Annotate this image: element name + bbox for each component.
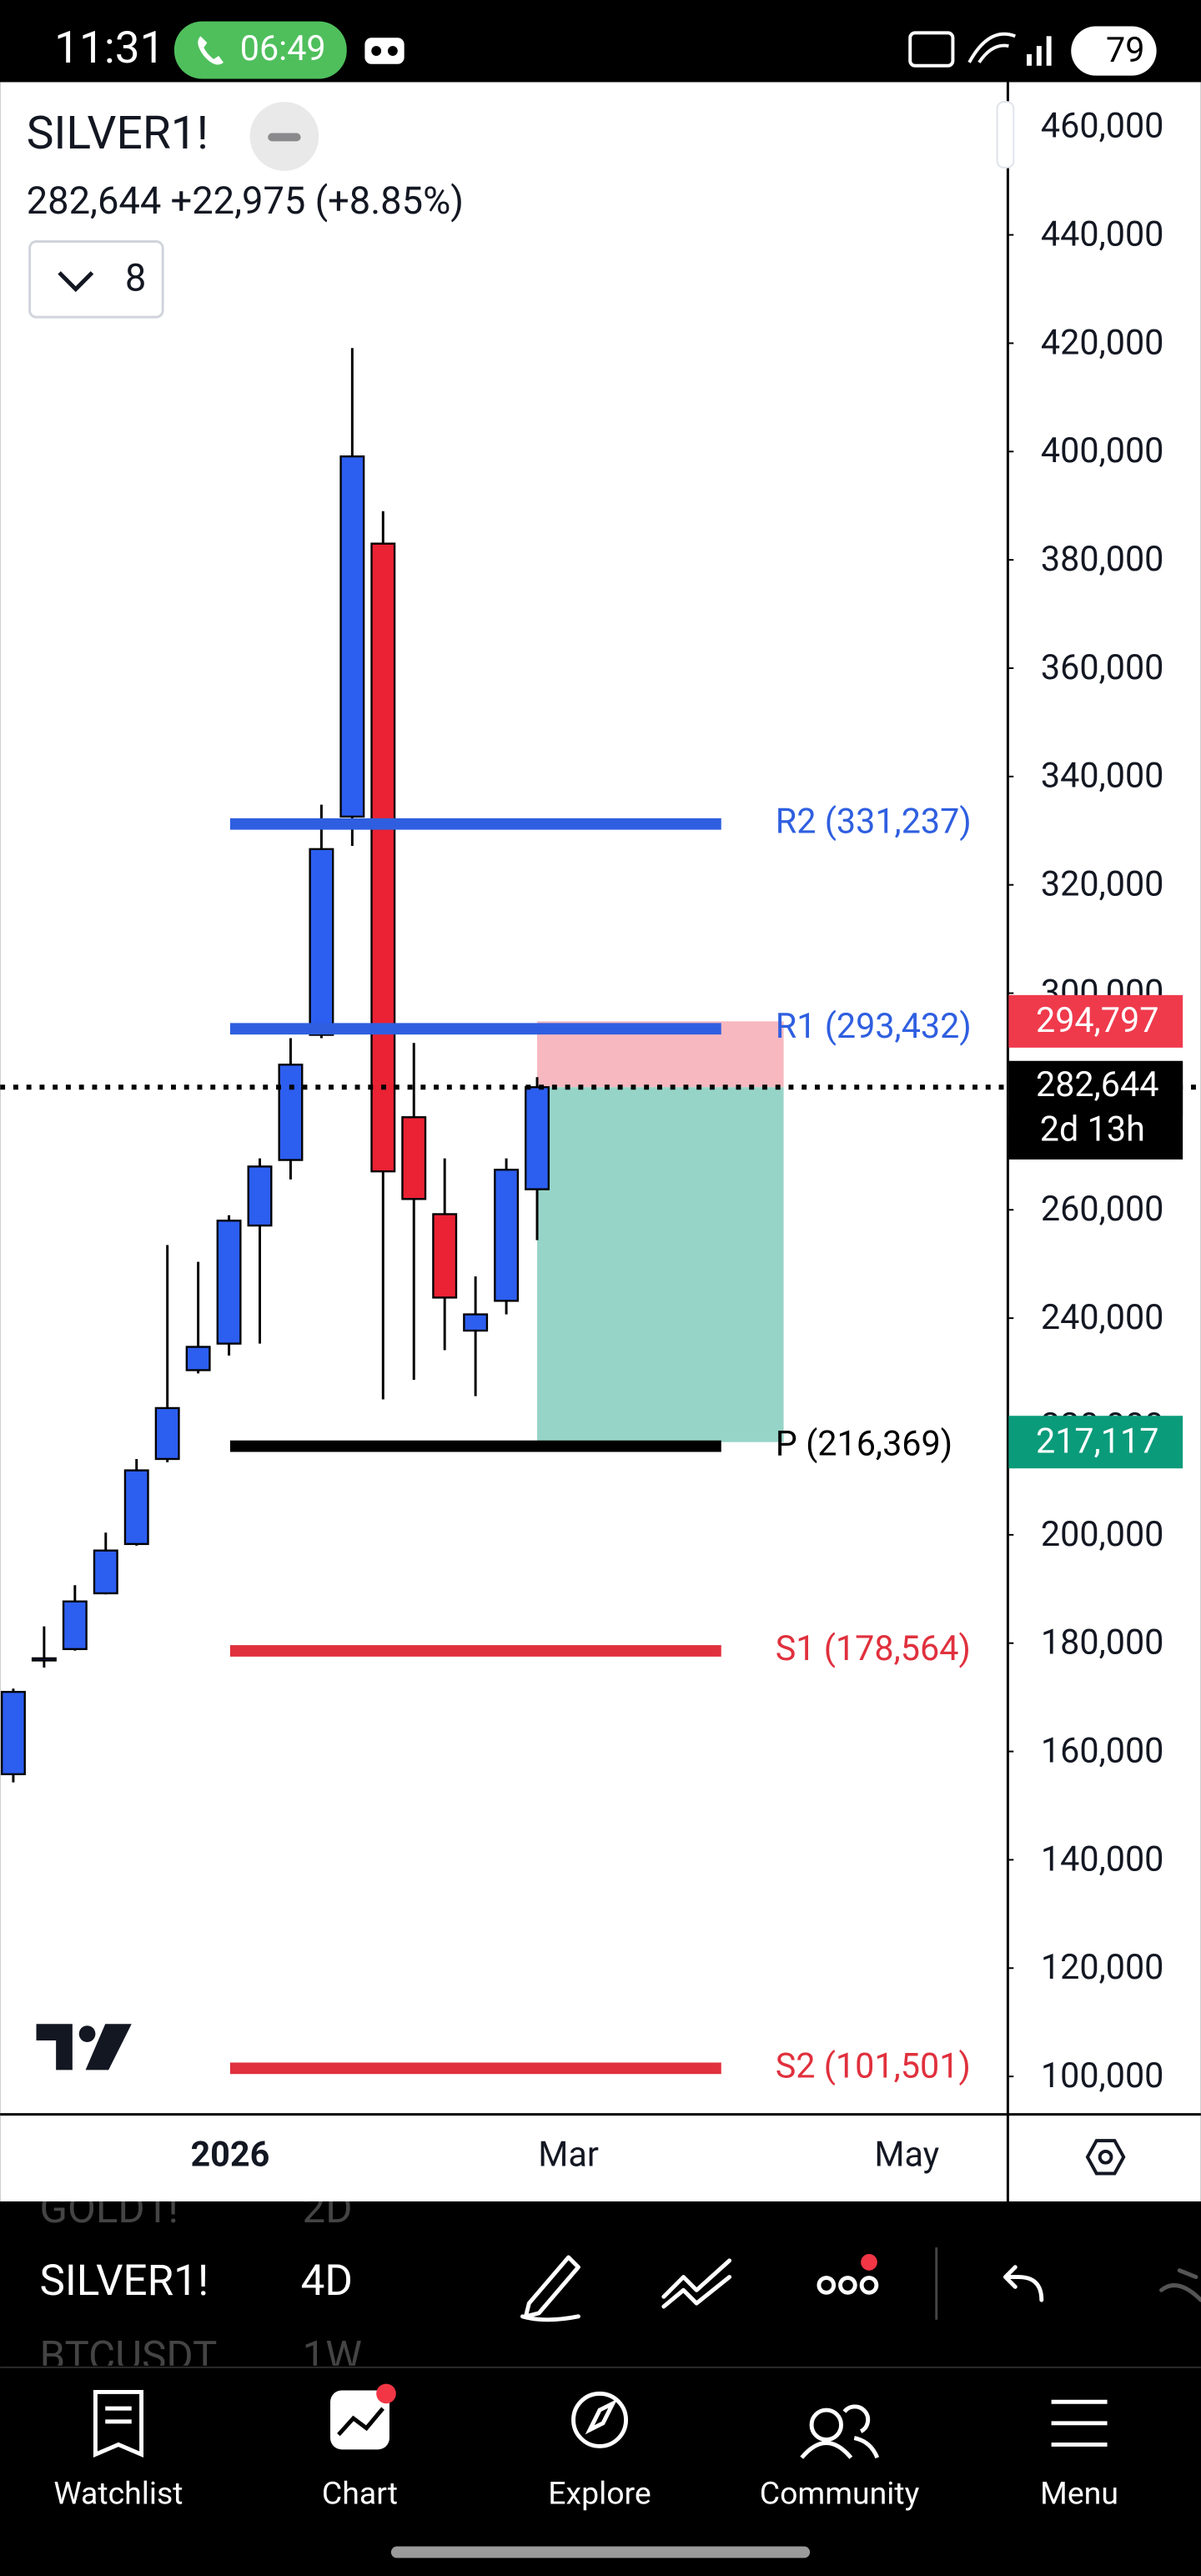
candle-body xyxy=(432,1213,458,1299)
y-tick-label: 200,000 xyxy=(1041,1515,1164,1555)
candle-body xyxy=(247,1165,273,1227)
battery xyxy=(1071,26,1157,76)
target-label-bg xyxy=(1008,1416,1183,1469)
strip-interval: 1W xyxy=(303,2332,362,2381)
last-price-label: 282,644 xyxy=(1036,1065,1159,1105)
candle-body xyxy=(494,1169,520,1302)
stop-label: 294,797 xyxy=(1036,1001,1159,1041)
chevron xyxy=(58,271,94,293)
call-timer: 06:49 xyxy=(240,29,326,69)
menu-icon[interactable] xyxy=(1051,2399,1108,2447)
explore-icon[interactable] xyxy=(571,2391,628,2448)
minus-icon xyxy=(268,133,301,142)
price-axis: 460,000 440,000 420,000 400,000 380,000 360,0… xyxy=(1007,107,1201,2096)
nav-label[interactable]: Community xyxy=(760,2475,920,2512)
more-tools[interactable] xyxy=(817,2276,879,2295)
pivot-label: R2 (331,237) xyxy=(776,802,972,843)
redo[interactable] xyxy=(1159,2268,1201,2302)
indicator-toggle[interactable] xyxy=(28,240,164,319)
candle-body xyxy=(278,1064,304,1161)
settings-dot xyxy=(1098,2149,1113,2165)
candle-body xyxy=(216,1220,242,1345)
battery-level: 79 xyxy=(1106,31,1144,71)
y-tick-label: 140,000 xyxy=(1041,1839,1164,1879)
edge-tab xyxy=(996,101,1015,169)
pivot-label: R1 (293,432) xyxy=(776,1007,972,1047)
y-tick-label: 400,000 xyxy=(1041,431,1164,471)
candle-body xyxy=(401,1116,427,1200)
strip-symbol[interactable]: SILVER1! xyxy=(39,2255,209,2306)
pivot-label: S2 (101,501) xyxy=(776,2046,971,2086)
candle-body xyxy=(525,1086,550,1190)
chart-icon[interactable] xyxy=(330,2390,389,2450)
y-tick-label: 260,000 xyxy=(1041,1190,1164,1230)
target-label: 217,117 xyxy=(1036,1422,1159,1462)
watchlist-strip: GOLD1! 2D SILVER1! 4D BTCUSDT 1W xyxy=(39,2185,362,2381)
candle-body xyxy=(123,1469,149,1546)
stop-label-bg xyxy=(1008,994,1183,1048)
chart-icon-line xyxy=(337,2407,384,2437)
time-label: Mar xyxy=(538,2136,599,2176)
y-tick-label: 100,000 xyxy=(1041,2056,1164,2096)
strip-interval: 2D xyxy=(303,2185,353,2233)
last-price-bg xyxy=(1008,1060,1183,1160)
badge xyxy=(861,2254,877,2271)
status-icons xyxy=(908,31,1052,68)
plot: R2 (331,237) R1 (293,432) P (216,369) S1 (1… xyxy=(0,348,1008,2086)
pivot-label: P (216,369) xyxy=(776,1425,952,1465)
strip-symbol[interactable]: BTCUSDT xyxy=(39,2332,217,2381)
candle-body xyxy=(93,1549,118,1595)
watchlist-icon[interactable] xyxy=(93,2389,144,2458)
y-tick-label: 360,000 xyxy=(1041,648,1164,688)
y-tick-label: 320,000 xyxy=(1041,865,1164,905)
y-tick-label: 180,000 xyxy=(1041,1623,1164,1663)
logo xyxy=(36,2024,132,2070)
strip-interval: 4D xyxy=(301,2255,353,2306)
y-tick-label: 240,000 xyxy=(1041,1298,1164,1338)
nav-label[interactable]: Menu xyxy=(1040,2475,1118,2512)
candle-body xyxy=(463,1313,489,1332)
draw-tool[interactable] xyxy=(520,2255,580,2322)
undo[interactable] xyxy=(1003,2265,1044,2302)
nav-bar xyxy=(0,2365,1201,2576)
strip-symbol[interactable]: GOLD1! xyxy=(39,2185,178,2233)
home-indicator xyxy=(390,2546,811,2558)
toolbar xyxy=(0,2201,1201,2366)
candle-body xyxy=(0,1690,26,1776)
y-tick-label: 420,000 xyxy=(1041,323,1164,363)
trendline-tool[interactable] xyxy=(661,2258,732,2309)
nav-label[interactable]: Explore xyxy=(548,2475,651,2512)
y-tick-label: 380,000 xyxy=(1041,540,1164,580)
time-label: 2026 xyxy=(190,2136,269,2176)
symbol[interactable]: SILVER1! xyxy=(27,107,209,160)
target-zone xyxy=(537,1087,784,1442)
y-tick-label: 460,000 xyxy=(1041,107,1164,147)
phone-icon xyxy=(198,36,224,65)
pivot-label: S1 (178,564) xyxy=(776,1629,971,1669)
nav-label[interactable]: Chart xyxy=(322,2475,398,2512)
indicator-count: 8 xyxy=(125,257,146,301)
candle-body xyxy=(31,1657,57,1662)
y-tick-label: 160,000 xyxy=(1041,1731,1164,1771)
nav-label[interactable]: Watchlist xyxy=(53,2475,183,2512)
y-tick-label: 340,000 xyxy=(1041,757,1164,797)
settings-icon[interactable] xyxy=(1085,2139,1126,2176)
quote: 282,644 +22,975 (+8.85%) xyxy=(27,179,464,224)
time-label: May xyxy=(874,2136,939,2176)
clock: 11:31 xyxy=(54,22,164,73)
badge xyxy=(376,2383,396,2404)
candle-body xyxy=(370,542,396,1173)
candle-body xyxy=(309,848,334,1036)
y-tick-label: 120,000 xyxy=(1041,1948,1164,1988)
community-icon[interactable] xyxy=(800,2404,880,2459)
voicemail-icon xyxy=(364,38,405,64)
candle-body xyxy=(185,1346,211,1371)
candle-body xyxy=(339,455,365,818)
candle-body xyxy=(154,1406,180,1461)
y-tick-label: 440,000 xyxy=(1041,214,1164,254)
countdown: 2d 13h xyxy=(1040,1109,1145,1150)
candle-body xyxy=(62,1600,88,1651)
